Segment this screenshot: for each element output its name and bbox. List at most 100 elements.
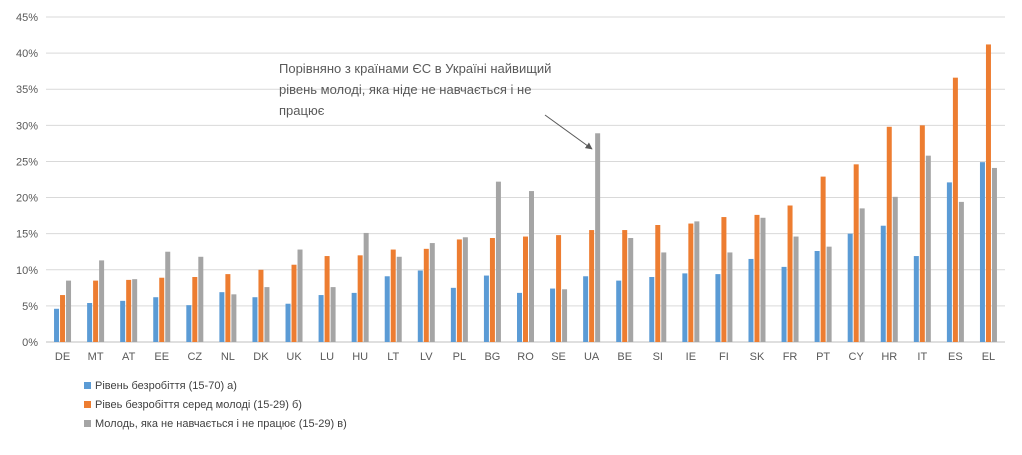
bar: [820, 176, 826, 342]
bar: [760, 217, 766, 342]
bar: [754, 214, 760, 342]
bar: [688, 223, 694, 342]
bar: [628, 238, 634, 342]
bar: [225, 274, 231, 342]
y-tick-label: 0%: [22, 337, 38, 349]
bar: [979, 162, 985, 342]
bar: [132, 279, 138, 342]
bar: [952, 77, 958, 343]
bar: [126, 279, 132, 342]
x-tick-label: SE: [551, 351, 566, 363]
bar: [351, 292, 357, 342]
bar: [925, 155, 931, 342]
bar: [330, 287, 336, 342]
x-tick-label: FI: [719, 351, 729, 363]
y-tick-label: 25%: [16, 156, 38, 168]
bar: [655, 225, 661, 342]
legend-swatch: [84, 401, 91, 408]
bar: [517, 292, 522, 342]
x-tick-label: AT: [122, 351, 136, 363]
bar: [853, 164, 859, 342]
bar: [450, 287, 456, 342]
bar: [847, 233, 853, 342]
annotation-line: рівень молоді, яка ніде не навчається і …: [279, 82, 532, 97]
x-tick-label: EE: [154, 351, 169, 363]
bar: [562, 289, 568, 342]
y-tick-label: 35%: [16, 84, 38, 96]
bar: [198, 256, 204, 342]
x-tick-label: LT: [387, 351, 399, 363]
x-tick-label: ES: [948, 351, 963, 363]
bars: [54, 44, 997, 343]
bar: [892, 196, 898, 342]
bar: [622, 230, 628, 342]
bar: [120, 300, 126, 342]
bar: [291, 264, 297, 342]
bar: [661, 252, 667, 342]
bar: [721, 217, 727, 342]
bar: [715, 274, 721, 342]
bar: [396, 256, 402, 342]
x-tick-label: BE: [617, 351, 632, 363]
annotation-arrow: [544, 114, 593, 150]
x-tick-label: SI: [653, 351, 663, 363]
x-tick-label: FR: [783, 351, 798, 363]
bar: [523, 236, 528, 342]
x-tick-label: IT: [917, 351, 927, 363]
bar: [285, 303, 291, 342]
x-tick-label: LV: [420, 351, 433, 363]
bar: [529, 191, 534, 342]
bar: [423, 248, 429, 342]
bar: [886, 126, 892, 343]
y-tick-label: 45%: [16, 12, 38, 24]
bar: [219, 292, 225, 342]
bar: [991, 167, 997, 342]
bar: [694, 221, 700, 342]
x-tick-label: HR: [881, 351, 897, 363]
bar: [495, 181, 501, 342]
bar: [781, 266, 787, 342]
legend-label: Молодь, яка не навчається і не працює (1…: [95, 417, 347, 430]
bar: [727, 252, 733, 342]
bar: [363, 232, 369, 342]
bar: [583, 276, 589, 342]
bar: [556, 235, 562, 342]
bar: [159, 277, 165, 342]
x-tick-label: HU: [352, 351, 368, 363]
bar: [462, 237, 468, 342]
bar: [165, 251, 171, 342]
bar: [186, 305, 192, 342]
x-tick-label: IE: [686, 351, 696, 363]
bar: [748, 258, 754, 342]
x-tick-label: DE: [55, 351, 70, 363]
x-tick-label: RO: [517, 351, 534, 363]
x-tick-label: NL: [221, 351, 235, 363]
annotation: Порівняно з країнами ЄС в Україні найвищ…: [279, 58, 579, 121]
bar: [153, 297, 159, 342]
bar: [192, 277, 198, 342]
legend-item: Рівень безробіття (15-70) а): [84, 376, 347, 395]
bar: [787, 205, 793, 342]
bar: [814, 251, 820, 342]
bar: [483, 275, 489, 342]
x-tick-label: DK: [253, 351, 269, 363]
annotation-line: Порівняно з країнами ЄС в Україні найвищ…: [279, 61, 552, 76]
bar: [87, 303, 93, 342]
bar: [958, 201, 964, 342]
bar: [93, 280, 99, 342]
bar: [616, 280, 622, 342]
bar: [793, 236, 799, 342]
bar: [919, 125, 925, 342]
bar: [264, 287, 270, 342]
y-tick-label: 5%: [22, 301, 38, 313]
y-tick-label: 10%: [16, 265, 38, 277]
bar: [318, 295, 324, 342]
y-axis: 0% 5% 10% 15% 20% 25% 30% 35% 40% 45%: [16, 12, 38, 349]
x-tick-label: PT: [816, 351, 830, 363]
bar: [489, 238, 495, 342]
bar: [682, 273, 688, 342]
x-tick-label: MT: [88, 351, 104, 363]
bar: [417, 270, 423, 342]
bar: [54, 308, 60, 342]
legend-item: Молодь, яка не навчається і не працює (1…: [84, 414, 347, 433]
